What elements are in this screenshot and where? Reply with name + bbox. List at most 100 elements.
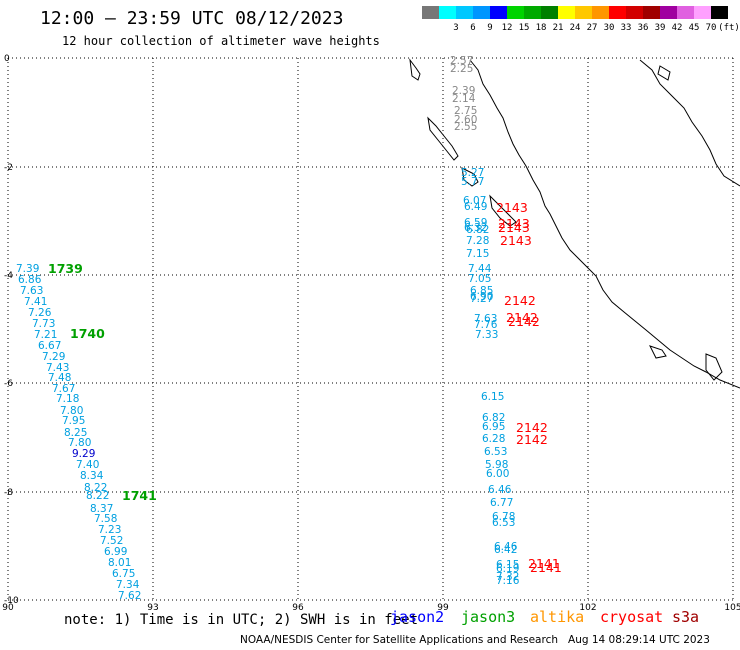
wave-height-label: 7.41 bbox=[24, 296, 47, 308]
island-outline bbox=[657, 65, 671, 81]
pass-time-label: 2141 bbox=[528, 556, 560, 571]
wave-height-label: 5.77 bbox=[461, 176, 484, 188]
wave-height-label: 6.86 bbox=[18, 274, 42, 286]
colorbar-swatch bbox=[473, 6, 490, 19]
wave-height-label: 6.28 bbox=[482, 433, 505, 445]
wave-height-label: 7.95 bbox=[62, 415, 85, 427]
wave-height-label: 7.33 bbox=[475, 329, 498, 341]
wave-height-label: 7.58 bbox=[94, 513, 117, 525]
colorbar-swatch bbox=[575, 6, 592, 19]
latitude-tick-label: -10 bbox=[4, 596, 19, 606]
wave-height-label: 6.46 bbox=[488, 484, 512, 496]
wave-height-label: 6.46 bbox=[494, 541, 518, 553]
chart-title: 12:00 — 23:59 UTC 08/12/2023 bbox=[40, 8, 344, 29]
wave-height-label: 7.15 bbox=[466, 248, 489, 260]
wave-height-label: 8.25 bbox=[64, 427, 87, 439]
wave-height-label: 8.34 bbox=[80, 470, 104, 482]
longitude-tick-label: 96 bbox=[292, 603, 304, 613]
latitude-tick-label: 0 bbox=[4, 54, 10, 64]
wave-height-label: 6.85 bbox=[470, 285, 493, 297]
coastline bbox=[409, 58, 740, 389]
wave-height-label: 7.39 bbox=[16, 263, 39, 275]
wave-height-label: 7.29 bbox=[42, 351, 65, 363]
colorbar-label: 30 bbox=[603, 23, 615, 33]
map-grid bbox=[7, 57, 734, 601]
wave-height-label: 6.49 bbox=[464, 201, 487, 213]
colorbar-swatch bbox=[592, 6, 609, 19]
island-outline bbox=[649, 345, 667, 359]
pass-time-label: 2142 bbox=[506, 310, 538, 325]
wave-height-label: 7.52 bbox=[100, 535, 123, 547]
island-outline bbox=[409, 58, 421, 81]
colorbar-swatch bbox=[643, 6, 660, 19]
wave-height-label: 7.05 bbox=[468, 273, 491, 285]
wave-height-label: 7.48 bbox=[48, 372, 71, 384]
wave-height-label: 7.27 bbox=[470, 293, 493, 305]
colorbar-label: 39 bbox=[654, 23, 666, 33]
wave-height-label: 7.43 bbox=[46, 362, 69, 374]
latitude-tick-label: -2 bbox=[4, 163, 13, 173]
wave-height-label: 6.00 bbox=[486, 468, 509, 480]
longitude-tick-label: 99 bbox=[437, 603, 449, 613]
pass-time-label: 1740 bbox=[70, 326, 105, 341]
axis-tick-labels: 90 93 96 99 102 105 0 -2 -4 -6 -8 -10 bbox=[2, 54, 740, 613]
pass-time-label: 2143 bbox=[498, 216, 530, 231]
wave-height-label: 6.75 bbox=[112, 568, 135, 580]
longitude-tick-label: 102 bbox=[579, 603, 596, 613]
wave-height-label: 7.26 bbox=[28, 307, 52, 319]
wave-height-label: 7.44 bbox=[468, 263, 492, 275]
wave-height-label: 8.37 bbox=[90, 503, 113, 515]
wave-height-label: 6.99 bbox=[104, 546, 127, 558]
colorbar-swatch bbox=[626, 6, 643, 19]
pass-time-label: 2142 bbox=[516, 432, 548, 447]
wave-height-label: 2.60 bbox=[454, 114, 477, 126]
wave-height-label: 6.07 bbox=[463, 195, 486, 207]
colorbar-swatch bbox=[490, 6, 507, 19]
latitude-tick-label: -4 bbox=[4, 271, 13, 281]
pass-time-label: 2142 bbox=[508, 314, 540, 329]
pass-time-label: 2143 bbox=[498, 220, 530, 235]
wave-height-labels: 2.572.25 2.392.142.752.602.55 5.275.77 6.07… bbox=[16, 55, 562, 602]
wave-height-label: 7.73 bbox=[32, 318, 55, 330]
colorbar-label: 9 bbox=[487, 23, 493, 33]
footnote: note: 1) Time is in UTC; 2) SWH is in fe… bbox=[64, 612, 419, 628]
wave-height-label: 7.62 bbox=[118, 590, 141, 602]
wave-height-label: 8.01 bbox=[108, 557, 131, 569]
colorbar-swatch bbox=[524, 6, 541, 19]
wave-height-label: 9.29 bbox=[72, 448, 95, 460]
wave-height-label: 6.82 bbox=[482, 412, 505, 424]
island-outline bbox=[427, 116, 459, 161]
colorbar-label: 33 bbox=[620, 23, 632, 33]
wave-height-label: 6.15 bbox=[481, 391, 504, 403]
legend-cryosat: cryosat bbox=[600, 608, 664, 626]
wave-height-label: 2.14 bbox=[452, 93, 476, 105]
colorbar-label: 3 bbox=[453, 23, 459, 33]
legend-s3a: s3a bbox=[672, 608, 700, 626]
longitude-tick-label: 93 bbox=[147, 603, 158, 613]
colorbar-label: 18 bbox=[535, 23, 547, 33]
island-outline bbox=[461, 167, 479, 187]
wave-height-label: 6.59 bbox=[464, 217, 487, 229]
island-outline bbox=[489, 194, 517, 227]
island-outline bbox=[705, 353, 723, 381]
wave-height-label: 6.78 bbox=[492, 511, 515, 523]
colorbar-label: 12 bbox=[501, 23, 513, 33]
pass-time-label: 2142 bbox=[516, 420, 548, 435]
pass-time-label: 2143 bbox=[500, 233, 532, 248]
legend-jason3: jason3 bbox=[461, 608, 516, 626]
wave-height-label: 7.63 bbox=[474, 313, 497, 325]
legend-jason2: jason2 bbox=[390, 608, 445, 626]
wave-height-label: 6.53 bbox=[492, 517, 515, 529]
wave-height-label: 7.67 bbox=[52, 383, 75, 395]
wave-height-label: 5.98 bbox=[485, 459, 508, 471]
pass-time-label: 2141 bbox=[530, 560, 562, 575]
wave-height-label: 6.15 bbox=[496, 559, 519, 571]
longitude-tick-label: 90 bbox=[2, 603, 14, 613]
wave-height-label: 6.82 bbox=[466, 224, 489, 236]
wave-height-label: 2.39 bbox=[452, 85, 475, 97]
wave-height-label: 6.42 bbox=[494, 544, 517, 556]
sumatra-coastline bbox=[469, 59, 740, 389]
wave-height-label: 7.28 bbox=[466, 235, 489, 247]
wave-height-label: 7.40 bbox=[76, 459, 99, 471]
wave-height-label: 6.53 bbox=[484, 446, 507, 458]
